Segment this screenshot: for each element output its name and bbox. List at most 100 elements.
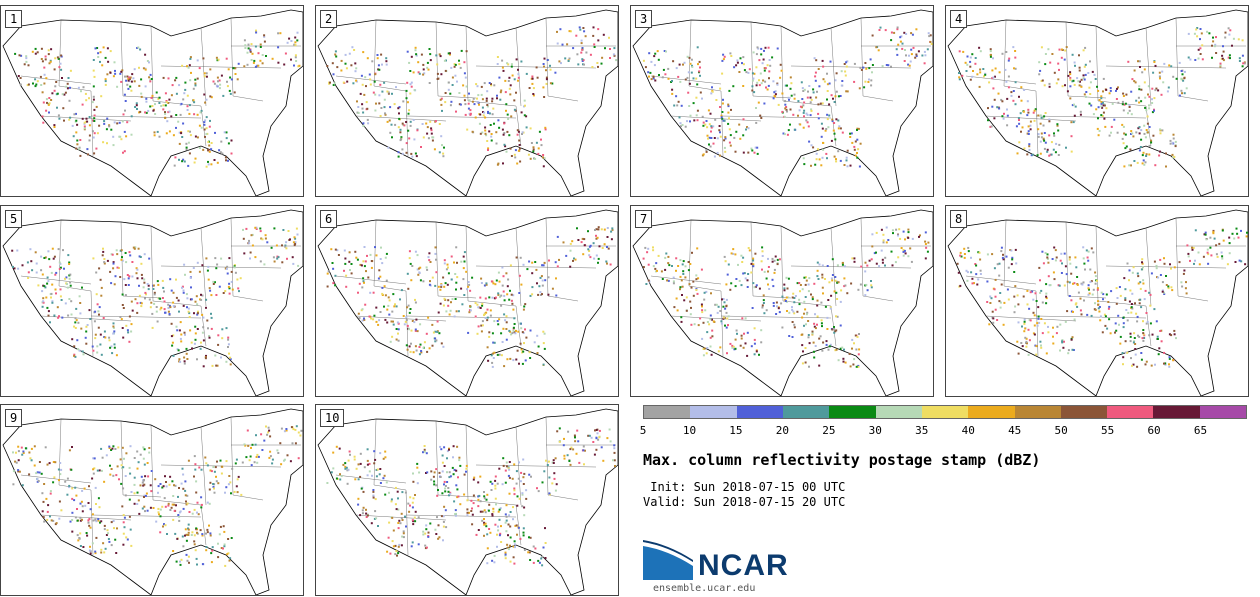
reflectivity-cell xyxy=(100,353,103,356)
reflectivity-cell xyxy=(59,262,62,265)
reflectivity-cell xyxy=(1040,132,1043,135)
reflectivity-cell xyxy=(383,305,385,308)
reflectivity-cell xyxy=(746,354,749,357)
reflectivity-cell xyxy=(186,494,189,497)
reflectivity-cell xyxy=(1143,68,1146,71)
reflectivity-cell xyxy=(188,312,191,315)
reflectivity-cell xyxy=(991,105,994,108)
reflectivity-cell xyxy=(261,449,264,451)
reflectivity-cell xyxy=(765,277,768,280)
reflectivity-cell xyxy=(437,77,440,80)
reflectivity-cell xyxy=(742,272,745,275)
reflectivity-cell xyxy=(386,90,389,93)
reflectivity-cell xyxy=(529,357,532,359)
reflectivity-cell xyxy=(96,351,99,354)
reflectivity-cell xyxy=(462,255,465,258)
reflectivity-cell xyxy=(753,72,756,75)
reflectivity-cell xyxy=(109,71,112,74)
reflectivity-cell xyxy=(1174,145,1177,148)
coastline xyxy=(317,9,618,196)
reflectivity-cell xyxy=(514,332,517,335)
reflectivity-cell xyxy=(294,241,297,244)
reflectivity-cell xyxy=(741,317,744,320)
reflectivity-cell xyxy=(532,148,535,151)
reflectivity-cell xyxy=(67,254,70,257)
reflectivity-cell xyxy=(247,43,250,46)
reflectivity-cell xyxy=(1131,271,1134,274)
reflectivity-cell xyxy=(844,74,847,77)
reflectivity-cell xyxy=(332,73,335,76)
reflectivity-cell xyxy=(185,293,188,296)
reflectivity-cell xyxy=(334,248,337,251)
reflectivity-cell xyxy=(205,165,208,168)
reflectivity-cell xyxy=(1137,275,1140,278)
reflectivity-cell xyxy=(186,94,189,97)
reflectivity-cell xyxy=(845,65,848,68)
reflectivity-cell xyxy=(1045,297,1048,300)
reflectivity-cell xyxy=(746,279,749,282)
reflectivity-cell xyxy=(593,453,596,456)
reflectivity-cell xyxy=(125,324,128,327)
reflectivity-cell xyxy=(839,300,842,303)
reflectivity-cell xyxy=(149,105,152,108)
reflectivity-cell xyxy=(446,457,448,460)
reflectivity-cell xyxy=(96,345,99,348)
reflectivity-cell xyxy=(1064,84,1066,87)
reflectivity-cell xyxy=(740,254,743,257)
reflectivity-cell xyxy=(438,123,441,125)
reflectivity-cell xyxy=(1032,111,1035,114)
reflectivity-cell xyxy=(763,49,765,52)
reflectivity-cell xyxy=(187,66,190,69)
reflectivity-cell xyxy=(1027,108,1030,111)
reflectivity-cell xyxy=(398,117,401,120)
reflectivity-cell xyxy=(687,91,690,94)
reflectivity-cell xyxy=(524,328,526,331)
reflectivity-cell xyxy=(414,46,417,49)
reflectivity-cell xyxy=(700,303,703,306)
reflectivity-cell xyxy=(103,524,106,527)
reflectivity-cell xyxy=(1207,253,1210,256)
reflectivity-cell xyxy=(426,132,429,135)
reflectivity-cell xyxy=(180,482,183,485)
reflectivity-cell xyxy=(114,448,117,450)
reflectivity-cell xyxy=(1002,117,1005,120)
reflectivity-cell xyxy=(406,50,409,53)
reflectivity-cell xyxy=(776,82,779,85)
reflectivity-cell xyxy=(887,239,890,241)
reflectivity-cell xyxy=(600,62,603,65)
reflectivity-cell xyxy=(545,459,547,462)
reflectivity-cell xyxy=(786,110,788,113)
reflectivity-cell xyxy=(667,77,670,80)
reflectivity-cell xyxy=(729,144,732,147)
reflectivity-cell xyxy=(211,546,214,549)
reflectivity-cell xyxy=(210,148,212,151)
reflectivity-cell xyxy=(1240,229,1242,232)
reflectivity-cell xyxy=(1065,46,1068,49)
reflectivity-cell xyxy=(48,258,51,261)
reflectivity-cell xyxy=(833,132,836,135)
reflectivity-cell xyxy=(43,257,46,259)
state-border xyxy=(150,424,207,546)
reflectivity-cell xyxy=(597,65,599,68)
reflectivity-cell xyxy=(816,299,819,302)
reflectivity-cell xyxy=(197,310,199,313)
reflectivity-cell xyxy=(606,437,609,440)
reflectivity-cell xyxy=(1089,280,1092,283)
reflectivity-cell xyxy=(556,265,559,268)
reflectivity-cell xyxy=(556,430,559,433)
reflectivity-cell xyxy=(498,467,501,470)
reflectivity-cell xyxy=(86,534,89,537)
reflectivity-cell xyxy=(518,461,520,464)
reflectivity-cell xyxy=(1055,82,1058,85)
reflectivity-cell xyxy=(467,285,470,288)
state-border xyxy=(435,221,477,299)
reflectivity-cell xyxy=(1140,88,1143,91)
reflectivity-cell xyxy=(396,321,399,324)
reflectivity-cell xyxy=(724,260,727,263)
reflectivity-cell xyxy=(844,361,847,364)
reflectivity-cell xyxy=(140,302,143,305)
reflectivity-cell xyxy=(734,347,737,350)
reflectivity-cell xyxy=(18,470,21,473)
reflectivity-cell xyxy=(299,434,302,437)
reflectivity-cell xyxy=(1155,320,1158,323)
